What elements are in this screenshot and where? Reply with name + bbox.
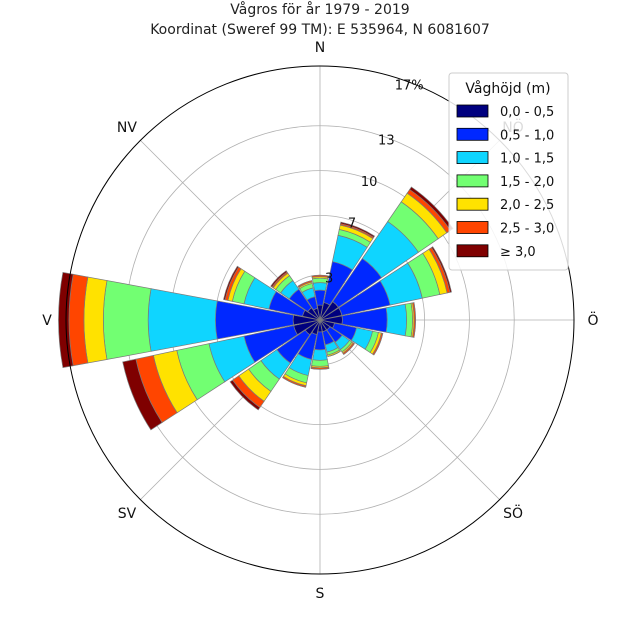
legend: Våghöjd (m) 0,0 - 0,5 0,5 - 1,0 1,0 - 1,5 1… [448, 72, 569, 271]
direction-label: Ö [587, 311, 598, 329]
radial-tick-labels: 3 7 10 13 17% [325, 78, 424, 286]
bar-segment [431, 246, 452, 293]
legend-swatch [456, 127, 489, 141]
bar-segment [147, 288, 218, 352]
radial-tick-label: 17% [395, 78, 424, 93]
legend-box [448, 72, 569, 271]
outer-circle [65, 65, 575, 575]
direction-label: NV [117, 120, 137, 136]
radial-tick-label: 10 [361, 175, 378, 190]
radial-tick-label: 3 [325, 272, 333, 287]
legend-label: 1,0 - 1,5 [500, 152, 554, 167]
legend-swatch [456, 244, 489, 258]
direction-label: SV [118, 506, 137, 522]
bar-segment [103, 280, 152, 360]
direction-label: SÖ [503, 504, 523, 522]
bar-segment [310, 368, 330, 370]
legend-items: 0,0 - 0,5 0,5 - 1,0 1,0 - 1,5 1,5 - 2,0 2,0 … [456, 104, 554, 260]
radial-tick-label: 13 [378, 134, 395, 149]
legend-label: 0,0 - 0,5 [500, 105, 554, 120]
bar-segment [373, 333, 384, 356]
legend-title: Våghöjd (m) [465, 80, 550, 97]
legend-swatch [456, 197, 489, 211]
bar-segment [312, 348, 328, 361]
direction-label: S [316, 586, 325, 602]
bar-segment [229, 379, 261, 411]
rose-bars [58, 186, 454, 431]
bar-segment [122, 358, 163, 431]
legend-swatch [456, 221, 489, 234]
bar-segment [340, 221, 376, 238]
bar-segment [404, 302, 413, 338]
bar-segment [83, 276, 108, 364]
bar-segment [223, 265, 240, 301]
chart-title-line2: Koordinat (Sweref 99 TM): E 535964, N 60… [150, 22, 490, 38]
grid-spoke [319, 319, 500, 500]
legend-label: 2,0 - 2,5 [500, 198, 554, 213]
bar-segment [311, 274, 329, 277]
direction-label: N [315, 40, 325, 56]
bar-segment [311, 359, 329, 367]
legend-label: 2,5 - 3,0 [500, 222, 554, 237]
bar-segment [385, 303, 407, 337]
chart-title-line1: Vågros för år 1979 - 2019 [230, 1, 409, 18]
legend-label: 0,5 - 1,0 [500, 128, 554, 143]
legend-swatch [456, 151, 489, 165]
legend-label: 1,5 - 2,0 [500, 175, 554, 190]
legend-swatch [456, 174, 489, 188]
bar-segment [270, 270, 288, 288]
radial-tick-label: 7 [348, 216, 356, 231]
legend-label: ≥ 3,0 [500, 245, 536, 260]
direction-label: V [42, 313, 52, 329]
legend-swatch [456, 104, 489, 118]
